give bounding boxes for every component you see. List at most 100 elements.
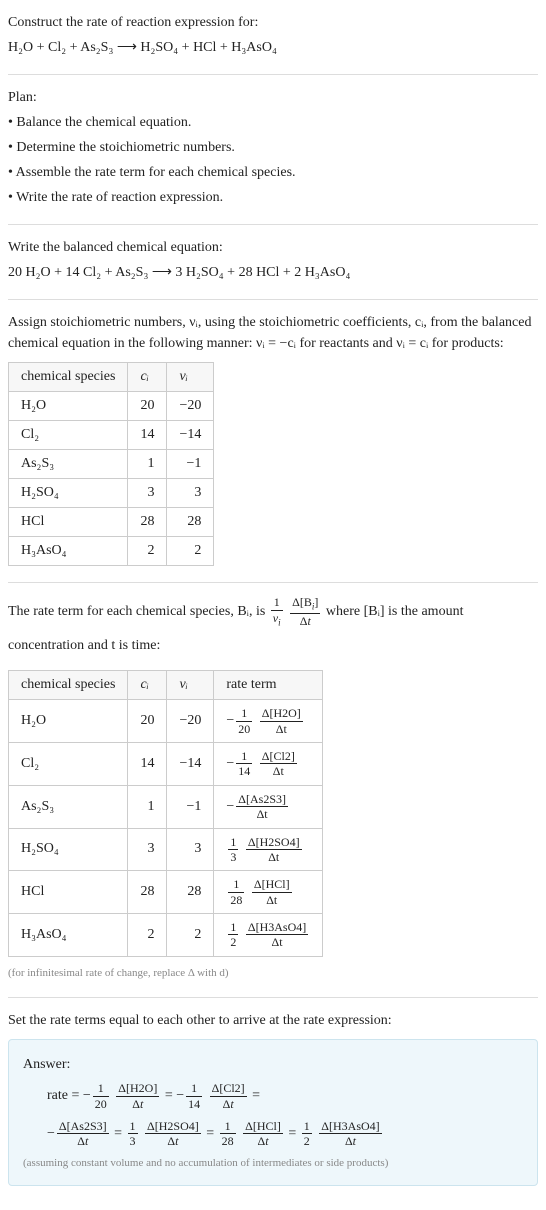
delta-frac: Δ[Cl2]Δt [260,749,297,779]
delta-frac: Δ[H2SO4]Δt [145,1119,201,1149]
sign: − [226,799,234,814]
rate-generic-delta: Δ[Bi]Δt [290,595,320,628]
table-row: H₂O20−20 [9,392,214,421]
cell-ci: 2 [128,914,167,957]
coef-frac: 12 [302,1119,312,1149]
table-row: HCl2828 [9,508,214,537]
answer-expression: rate = −120 Δ[H2O]Δt = −114 Δ[Cl2]Δt = [47,1079,523,1113]
rate-note: (for infinitesimal rate of change, repla… [8,965,538,982]
coef-frac: 13 [128,1119,138,1149]
table-row: H₃AsO₄ 2 2 12 Δ[H3AsO4]Δt [9,914,323,957]
cell-ci: 20 [128,700,167,743]
delta-frac: Δ[H2SO4]Δt [246,835,302,865]
cell-vi: −20 [167,700,214,743]
cell-species: H₂O [9,700,128,743]
cell-ci: 14 [128,421,167,450]
col-vi: νᵢ [167,363,214,392]
delta-frac: Δ[H2O]Δt [116,1081,159,1111]
coef-frac: 128 [228,877,244,907]
delta-frac: Δ[As2S3]Δt [57,1119,109,1149]
cell-species: HCl [9,508,128,537]
coef-frac: 120 [236,706,252,736]
delta-frac: Δ[HCl]Δt [243,1119,283,1149]
plan-item: • Balance the chemical equation. [8,112,538,133]
balanced-section: Write the balanced chemical equation: 20… [8,237,538,283]
divider [8,74,538,75]
coef-frac: 114 [236,749,252,779]
col-ci: cᵢ [128,363,167,392]
cell-ci: 1 [128,785,167,828]
delta-frac: Δ[H3AsO4]Δt [319,1119,381,1149]
table-row: Cl₂14−14 [9,421,214,450]
col-vi-text: νᵢ [179,369,187,384]
cell-rate-term: −114 Δ[Cl2]Δt [214,742,323,785]
col-ci: cᵢ [128,671,167,700]
cell-rate-term: 13 Δ[H2SO4]Δt [214,828,323,871]
plan-item: • Write the rate of reaction expression. [8,187,538,208]
coef-frac: 120 [93,1081,109,1111]
delta-frac: Δ[Cl2]Δt [210,1081,247,1111]
cell-species: HCl [9,871,128,914]
cell-ci: 14 [128,742,167,785]
answer-expression-2: −Δ[As2S3]Δt = 13 Δ[H2SO4]Δt = 128 Δ[HCl]… [47,1117,523,1151]
divider [8,299,538,300]
col-species: chemical species [9,363,128,392]
plan-item: • Determine the stoichiometric numbers. [8,137,538,158]
plan-section: Plan: • Balance the chemical equation. •… [8,87,538,208]
table-row: H₂SO₄33 [9,479,214,508]
plan-item: • Assemble the rate term for each chemic… [8,162,538,183]
cell-vi: −14 [167,742,214,785]
plan-item-text: Balance the chemical equation. [16,115,191,130]
answer-heading: Answer: [23,1054,523,1075]
intro-equation: H₂O + Cl₂ + As₂S₃ ⟶ H₂SO₄ + HCl + H₃AsO₄ [8,37,538,58]
cell-ci: 2 [128,537,167,566]
coef-frac: 114 [186,1081,202,1111]
table-row: H₃AsO₄22 [9,537,214,566]
col-vi: νᵢ [167,671,214,700]
table-row: H₂SO₄ 3 3 13 Δ[H2SO4]Δt [9,828,323,871]
rate-text-a: The rate term for each chemical species,… [8,604,269,619]
cell-species: As₂S₃ [9,450,128,479]
delta-frac: Δ[H2O]Δt [260,706,303,736]
answer-body: rate = −120 Δ[H2O]Δt = −114 Δ[Cl2]Δt = −… [23,1079,523,1150]
delta-frac: Δ[HCl]Δt [252,877,292,907]
cell-species: As₂S₃ [9,785,128,828]
rate-text: The rate term for each chemical species,… [8,595,538,662]
cell-vi: −20 [167,392,214,421]
cell-ci: 28 [128,508,167,537]
table-header-row: chemical species cᵢ νᵢ [9,363,214,392]
answer-box: Answer: rate = −120 Δ[H2O]Δt = −114 Δ[Cl… [8,1039,538,1186]
cell-vi: −1 [167,785,214,828]
table-row: As₂S₃1−1 [9,450,214,479]
cell-ci: 20 [128,392,167,421]
delta-frac: Δ[H3AsO4]Δt [246,920,308,950]
cell-ci: 3 [128,479,167,508]
setequal-text: Set the rate terms equal to each other t… [8,1010,538,1031]
cell-rate-term: 128 Δ[HCl]Δt [214,871,323,914]
table-header-row: chemical species cᵢ νᵢ rate term [9,671,323,700]
cell-species: H₃AsO₄ [9,914,128,957]
cell-vi: 28 [167,871,214,914]
cell-vi: −1 [167,450,214,479]
plan-item-text: Write the rate of reaction expression. [16,190,223,205]
col-rate-term: rate term [214,671,323,700]
table-row: HCl 28 28 128 Δ[HCl]Δt [9,871,323,914]
balanced-heading: Write the balanced chemical equation: [8,237,538,258]
answer-caption: (assuming constant volume and no accumul… [23,1155,523,1172]
cell-species: Cl₂ [9,742,128,785]
cell-species: Cl₂ [9,421,128,450]
stoich-table: chemical species cᵢ νᵢ H₂O20−20 Cl₂14−14… [8,362,214,566]
setequal-section: Set the rate terms equal to each other t… [8,1010,538,1186]
sign: − [226,713,234,728]
cell-species: H₂O [9,392,128,421]
cell-rate-term: 12 Δ[H3AsO4]Δt [214,914,323,957]
table-row: H₂O 20 −20 −120 Δ[H2O]Δt [9,700,323,743]
cell-vi: −14 [167,421,214,450]
sign: − [226,756,234,771]
cell-vi: 3 [167,479,214,508]
plan-item-text: Assemble the rate term for each chemical… [16,165,296,180]
rate-generic-coef: 1νi [271,595,283,628]
answer-prefix: rate = [47,1088,83,1103]
delta-frac: Δ[As2S3]Δt [236,792,288,822]
col-species: chemical species [9,671,128,700]
